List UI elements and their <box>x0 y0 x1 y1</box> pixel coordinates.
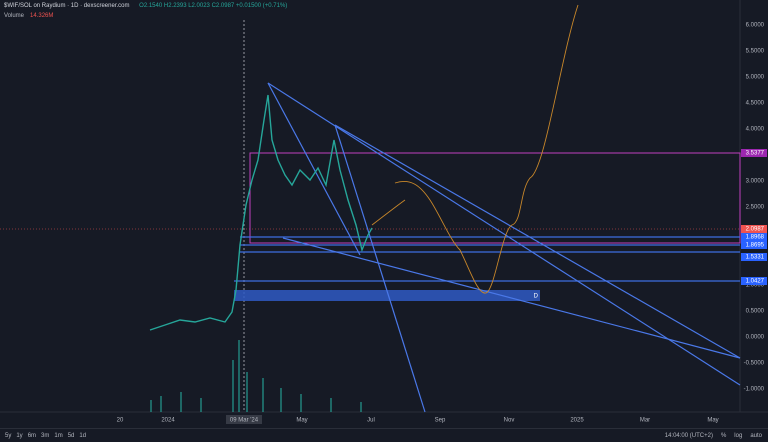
volume-label: Volume <box>4 13 25 19</box>
price-label: 0.0000 <box>746 335 765 341</box>
volume-legend: Volume 14.326M <box>4 13 59 19</box>
chart-header: $WIF/SOL on Raydium · 1D · dexscreener.c… <box>4 3 295 9</box>
range-button[interactable]: 5y <box>5 433 12 439</box>
horizontal-levels <box>234 236 740 282</box>
symbol-title: $WIF/SOL on Raydium · 1D · dexscreener.c… <box>4 3 130 9</box>
price-series <box>149 94 373 331</box>
time-label: Mar <box>640 418 650 424</box>
price-label: 3.0000 <box>746 179 765 185</box>
trendlines <box>267 82 741 413</box>
price-label: 5.0000 <box>746 75 765 81</box>
time-label: May <box>707 418 718 424</box>
projection-path <box>394 4 579 294</box>
price-tag-bg <box>741 253 767 261</box>
volume-value: 14.326M <box>30 13 54 19</box>
price-label: 4.5000 <box>746 101 765 107</box>
price-tag: 3.5377 <box>746 151 765 157</box>
price-label: 1.0000 <box>746 283 765 289</box>
range-box <box>249 152 741 244</box>
projection-path <box>371 199 406 226</box>
range-button[interactable]: 5d <box>67 433 75 439</box>
time-label: Nov <box>504 418 515 424</box>
price-tag-bg <box>741 149 767 157</box>
price-tag: 1.0427 <box>746 279 765 285</box>
range-button[interactable]: 6m <box>27 433 37 439</box>
range-button[interactable]: 1m <box>54 433 63 439</box>
scale-option[interactable]: % <box>720 433 727 439</box>
range-button[interactable]: 3m <box>41 433 50 439</box>
price-axis: 6.00005.50005.00004.50004.00003.50003.00… <box>744 23 765 393</box>
demand-zone <box>234 290 540 301</box>
price-tag-bg <box>741 233 767 241</box>
range-button[interactable]: 1y <box>16 433 23 439</box>
price-label: 2.5000 <box>746 205 765 211</box>
price-label: 6.0000 <box>746 23 765 29</box>
price-label: 4.0000 <box>746 127 765 133</box>
price-label: -1.0000 <box>744 387 765 393</box>
price-tag: 2.0987 <box>746 227 765 233</box>
crosshair-date-bg <box>226 415 262 424</box>
time-label: May <box>296 418 307 424</box>
price-tag: 1.5331 <box>746 255 765 261</box>
price-tag: 1.8968 <box>746 235 765 241</box>
time-label: 2025 <box>570 418 584 424</box>
price-tags: 3.5377 2.0987 1.8968 1.8695 1.5331 1.0427 <box>741 149 767 285</box>
zone-marker: D <box>534 294 539 300</box>
scale-option[interactable]: log <box>734 433 743 439</box>
time-label: 2024 <box>161 418 175 424</box>
time-label: 20 <box>117 418 124 424</box>
price-label: 0.5000 <box>746 309 765 315</box>
scale-option[interactable]: auto <box>750 433 762 439</box>
time-axis: 20 2024 09 Mar '24 May Jul Sep Nov 2025 Mar May <box>117 415 719 424</box>
time-label: Jul <box>367 418 375 424</box>
volume-bars <box>150 340 362 412</box>
time-label: 09 Mar '24 <box>230 418 259 424</box>
bottom-toolbar: 5y 1y 6m 3m 1m 5d 1d 14:04:00 (UTC+2)% log auto <box>0 428 768 442</box>
ohlc-readout: O2.1540 H2.2393 L2.0023 C2.0987 +0.01500… <box>139 3 288 9</box>
price-label: -0.5000 <box>744 361 765 367</box>
chart-canvas: D 6.00005.50005.00004.50004.00003.50003.… <box>0 0 768 424</box>
price-label: 5.5000 <box>746 49 765 55</box>
price-tag-bg <box>741 277 767 285</box>
price-tag-bg <box>741 225 767 233</box>
range-button[interactable]: 1d <box>79 433 87 439</box>
clock: 14:04:00 (UTC+2) <box>664 433 713 439</box>
price-tag: 1.8695 <box>746 243 765 249</box>
time-label: Sep <box>435 418 446 424</box>
price-tag-bg <box>741 241 767 249</box>
